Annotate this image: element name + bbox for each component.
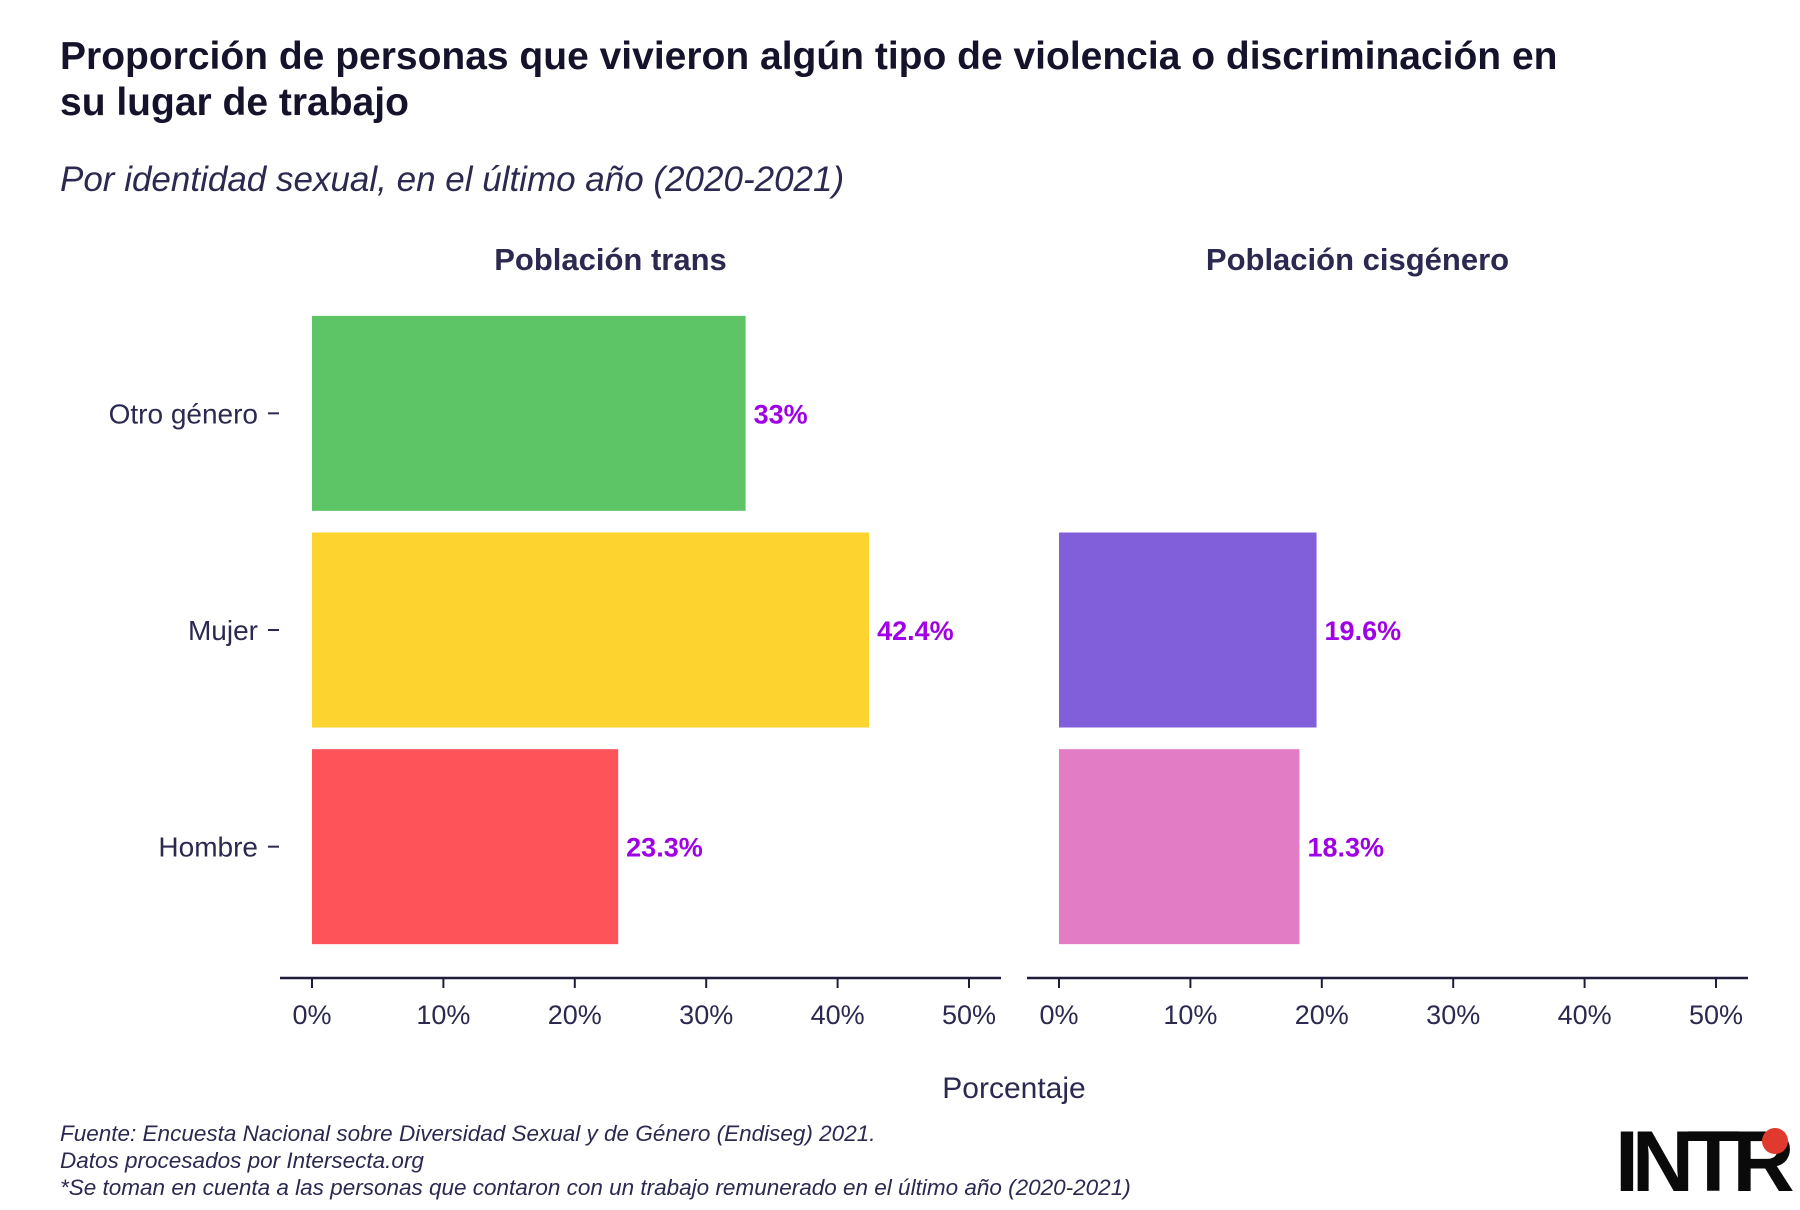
chart-subtitle: Por identidad sexual, en el último año (…	[60, 160, 845, 199]
data-label: 19.6%	[1325, 616, 1402, 646]
data-label: 33%	[754, 399, 808, 429]
x-tick-label: 0%	[292, 1000, 331, 1030]
bar	[1059, 532, 1317, 728]
intersecta-logo: INTR	[1615, 1114, 1795, 1210]
footer-note: *Se toman en cuenta a las personas que c…	[60, 1175, 1131, 1200]
footer-processing: Datos procesados por Intersecta.org	[60, 1148, 424, 1173]
x-tick-label: 40%	[811, 1000, 865, 1030]
x-tick-label: 30%	[1426, 1000, 1480, 1030]
data-label: 23.3%	[626, 833, 703, 863]
x-tick-label: 20%	[548, 1000, 602, 1030]
category-label: Hombre	[158, 832, 258, 863]
category-label: Otro género	[109, 398, 258, 429]
data-label: 18.3%	[1307, 833, 1384, 863]
x-tick-label: 50%	[1689, 1000, 1743, 1030]
logo-dot	[1762, 1128, 1788, 1154]
footer-source: Fuente: Encuesta Nacional sobre Diversid…	[60, 1121, 876, 1146]
bar	[1059, 749, 1300, 945]
x-tick-label: 10%	[416, 1000, 470, 1030]
data-label: 42.4%	[877, 616, 954, 646]
x-tick-label: 0%	[1039, 1000, 1078, 1030]
x-axis-title: Porcentaje	[942, 1072, 1085, 1105]
x-tick-label: 30%	[679, 1000, 733, 1030]
x-tick-label: 10%	[1163, 1000, 1217, 1030]
panel-title: Población trans	[494, 242, 727, 277]
bar	[312, 315, 746, 511]
bar	[312, 532, 870, 728]
panel-title: Población cisgénero	[1206, 242, 1509, 277]
footer: Fuente: Encuesta Nacional sobre Diversid…	[60, 1120, 1131, 1201]
bar	[312, 749, 619, 945]
bar-chart: Otro género Mujer Hombre Población trans 0% 1…	[109, 242, 1748, 1105]
category-label: Mujer	[188, 615, 258, 646]
x-tick-label: 50%	[942, 1000, 996, 1030]
x-tick-label: 40%	[1558, 1000, 1612, 1030]
x-tick-label: 20%	[1295, 1000, 1349, 1030]
chart-title: Proporción de personas que vivieron algú…	[60, 35, 1558, 124]
